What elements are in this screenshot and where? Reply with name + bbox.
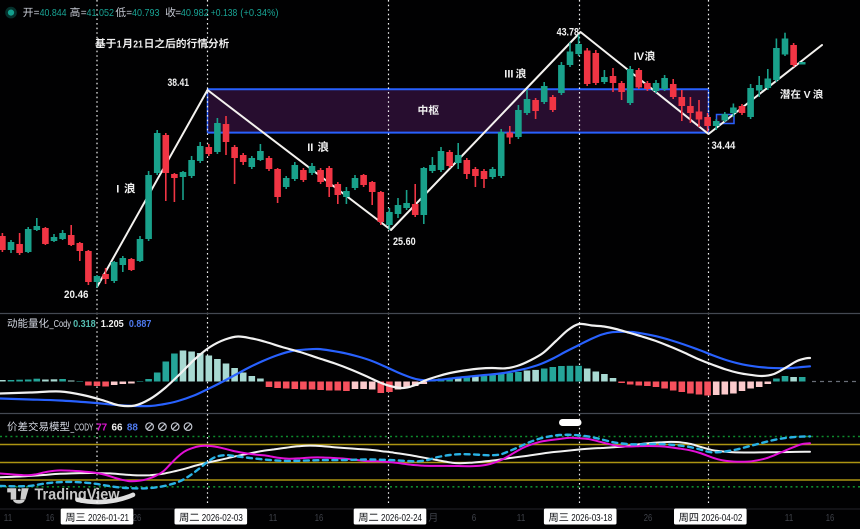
svg-text:40.844: 40.844 [40, 7, 67, 19]
svg-text:_Cody: _Cody [49, 318, 72, 330]
svg-text:16: 16 [315, 513, 324, 524]
svg-text:40.982: 40.982 [181, 7, 209, 19]
svg-text:IV: IV [634, 51, 645, 63]
svg-text:66: 66 [112, 421, 123, 433]
svg-text:_CODY: _CODY [70, 421, 94, 433]
svg-text:+0.138: +0.138 [211, 7, 238, 19]
svg-text:34.44: 34.44 [712, 140, 737, 152]
svg-text:16: 16 [826, 513, 835, 524]
svg-text:21: 21 [133, 38, 143, 50]
svg-text:2026-02-24: 2026-02-24 [381, 513, 422, 524]
svg-text:88: 88 [127, 421, 138, 433]
svg-text:V: V [804, 89, 811, 101]
svg-text:=: = [175, 8, 181, 19]
svg-text:11: 11 [785, 513, 794, 524]
svg-text:11: 11 [269, 513, 278, 524]
svg-text:II: II [307, 142, 313, 154]
svg-text:2026-04-02: 2026-04-02 [701, 513, 742, 524]
svg-text:0.318: 0.318 [73, 318, 96, 330]
svg-text:=: = [34, 8, 40, 19]
svg-text:(+0.34%): (+0.34%) [240, 7, 278, 19]
svg-text:0.887: 0.887 [129, 318, 152, 330]
svg-text:77: 77 [96, 421, 107, 433]
svg-text:41.052: 41.052 [87, 7, 115, 19]
svg-text:2026-03-18: 2026-03-18 [571, 513, 612, 524]
svg-text:III: III [504, 69, 513, 81]
svg-text:26: 26 [133, 513, 142, 524]
svg-text:16: 16 [46, 513, 55, 524]
svg-text:=: = [81, 8, 87, 19]
svg-text:43.78: 43.78 [557, 26, 579, 38]
svg-text:11: 11 [517, 513, 526, 524]
svg-text:=: = [126, 8, 132, 19]
svg-text:20.46: 20.46 [64, 289, 89, 301]
svg-text:11: 11 [4, 513, 13, 524]
svg-text:1: 1 [117, 38, 122, 50]
svg-text:38.41: 38.41 [168, 77, 190, 89]
svg-text:25.60: 25.60 [393, 236, 416, 248]
svg-text:26: 26 [644, 513, 653, 524]
svg-text:2026-01-21: 2026-01-21 [88, 513, 129, 524]
svg-text:6: 6 [472, 513, 477, 524]
svg-text:2026-02-03: 2026-02-03 [202, 513, 243, 524]
svg-text:1.205: 1.205 [101, 318, 124, 330]
svg-text:40.793: 40.793 [132, 7, 160, 19]
svg-text:I: I [116, 184, 119, 196]
svg-text:TradingView: TradingView [35, 487, 121, 504]
